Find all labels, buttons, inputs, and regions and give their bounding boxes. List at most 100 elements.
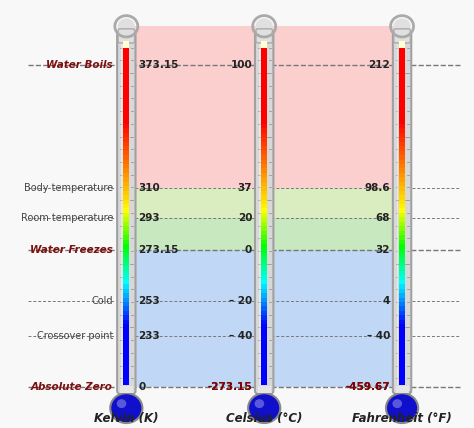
Bar bbox=[261, 41, 267, 48]
Bar bbox=[399, 65, 405, 71]
Bar bbox=[258, 386, 271, 393]
Text: Absolute Zero: Absolute Zero bbox=[31, 382, 113, 392]
Bar bbox=[123, 337, 129, 342]
Bar bbox=[399, 168, 405, 173]
Bar bbox=[123, 328, 129, 333]
Bar bbox=[261, 213, 267, 217]
FancyBboxPatch shape bbox=[393, 32, 411, 394]
Bar bbox=[399, 333, 405, 338]
Bar bbox=[261, 181, 267, 186]
Bar bbox=[261, 150, 267, 155]
Bar bbox=[123, 239, 129, 244]
Bar bbox=[123, 377, 129, 382]
Bar bbox=[261, 106, 267, 110]
Bar bbox=[399, 244, 405, 249]
Bar bbox=[261, 351, 267, 355]
Bar bbox=[123, 41, 129, 48]
Bar bbox=[123, 244, 129, 249]
Bar bbox=[259, 39, 261, 387]
Bar bbox=[261, 163, 267, 168]
Bar bbox=[399, 83, 405, 88]
Bar bbox=[399, 141, 405, 146]
Bar bbox=[261, 373, 267, 377]
Bar bbox=[399, 324, 405, 329]
Bar bbox=[399, 262, 405, 266]
Bar bbox=[123, 159, 129, 164]
Bar bbox=[123, 137, 129, 142]
Bar bbox=[133, 188, 396, 218]
Bar bbox=[399, 284, 405, 288]
Bar bbox=[261, 262, 267, 266]
Bar bbox=[123, 266, 129, 271]
Bar bbox=[123, 248, 129, 253]
Bar bbox=[399, 293, 405, 297]
Bar bbox=[261, 48, 267, 53]
Bar bbox=[123, 39, 129, 44]
Bar bbox=[399, 226, 405, 231]
Bar bbox=[399, 186, 405, 190]
Bar bbox=[399, 377, 405, 382]
Bar bbox=[123, 92, 129, 97]
Bar bbox=[261, 266, 267, 271]
Bar bbox=[261, 217, 267, 222]
Circle shape bbox=[117, 399, 126, 408]
Bar bbox=[399, 181, 405, 186]
Bar bbox=[399, 270, 405, 275]
Bar bbox=[123, 52, 129, 57]
Bar bbox=[123, 279, 129, 284]
Bar bbox=[123, 315, 129, 320]
Bar bbox=[123, 79, 129, 84]
Bar bbox=[399, 253, 405, 258]
Bar bbox=[123, 119, 129, 124]
Bar bbox=[123, 43, 129, 48]
Bar bbox=[261, 195, 267, 199]
Bar bbox=[261, 79, 267, 84]
Bar bbox=[261, 346, 267, 351]
Bar bbox=[123, 369, 129, 373]
Bar bbox=[123, 190, 129, 195]
Text: Water Freezes: Water Freezes bbox=[30, 245, 113, 255]
Text: 68: 68 bbox=[375, 213, 390, 223]
Bar bbox=[123, 56, 129, 62]
Bar bbox=[399, 213, 405, 217]
Bar bbox=[123, 34, 129, 39]
Bar bbox=[261, 137, 267, 142]
Bar bbox=[261, 128, 267, 133]
Text: – 40: – 40 bbox=[229, 330, 252, 341]
Bar bbox=[399, 97, 405, 101]
Text: 212: 212 bbox=[368, 59, 390, 70]
Bar bbox=[123, 123, 129, 128]
Text: 273.15: 273.15 bbox=[138, 245, 179, 255]
Bar bbox=[399, 315, 405, 320]
Bar bbox=[399, 195, 405, 199]
Bar bbox=[123, 177, 129, 182]
Bar bbox=[261, 208, 267, 213]
Bar bbox=[261, 123, 267, 128]
Bar bbox=[399, 346, 405, 351]
Bar bbox=[399, 279, 405, 284]
Text: 4: 4 bbox=[383, 297, 390, 306]
Bar bbox=[399, 221, 405, 226]
Bar bbox=[257, 386, 272, 393]
Text: 310: 310 bbox=[138, 184, 160, 193]
Bar bbox=[123, 297, 129, 302]
Bar bbox=[123, 97, 129, 101]
Bar bbox=[261, 239, 267, 244]
Bar bbox=[261, 115, 267, 119]
Bar bbox=[123, 351, 129, 355]
Bar bbox=[399, 360, 405, 364]
Text: Fahrenheit (°F): Fahrenheit (°F) bbox=[352, 412, 452, 425]
Bar bbox=[123, 275, 129, 280]
Bar bbox=[123, 186, 129, 190]
Bar bbox=[261, 360, 267, 364]
Bar bbox=[399, 41, 405, 48]
Bar bbox=[261, 159, 267, 164]
Bar bbox=[397, 39, 399, 387]
Bar bbox=[399, 306, 405, 311]
Bar bbox=[123, 155, 129, 160]
Bar bbox=[399, 70, 405, 75]
Text: Cold: Cold bbox=[91, 297, 113, 306]
Text: 98.6: 98.6 bbox=[365, 184, 390, 193]
Text: 253: 253 bbox=[138, 297, 160, 306]
Bar bbox=[399, 319, 405, 324]
